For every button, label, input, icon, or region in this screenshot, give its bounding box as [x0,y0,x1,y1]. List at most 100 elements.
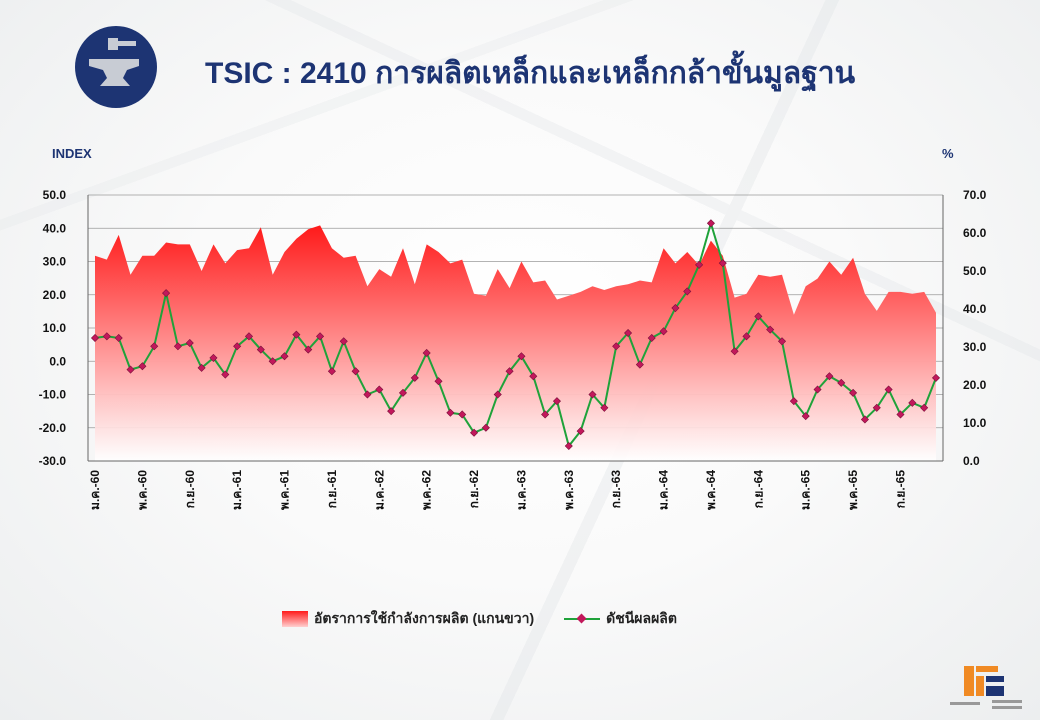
x-tick-label: ก.ย.-61 [325,470,339,509]
y-right-tick-label: 20.0 [963,378,987,392]
y-left-tick-label: 10.0 [43,321,67,335]
data-point-marker [398,388,407,397]
x-tick-label: ม.ค.-60 [88,470,102,510]
data-point-marker [339,337,348,346]
y-right-tick-label: 60.0 [963,226,987,240]
x-tick-label: ก.ย.-62 [467,470,481,509]
data-point-marker [647,333,656,342]
y-left-tick-label: -10.0 [39,388,67,402]
data-point-marker [327,367,336,376]
left-axis-unit: INDEX [52,146,92,161]
x-tick-label: พ.ค.-63 [562,470,576,510]
data-point-marker [173,342,182,351]
data-point-marker [138,362,147,371]
data-point-marker [849,388,858,397]
data-point-marker [695,260,704,269]
oie-logo-icon [948,664,1028,712]
x-tick-label: พ.ค.-61 [278,470,292,510]
data-point-marker [458,410,467,419]
data-point-marker [126,365,135,374]
data-point-marker [612,342,621,351]
data-point-marker [363,390,372,399]
data-point-marker [209,353,218,362]
data-point-marker [671,304,680,313]
x-tick-label: ก.ย.-65 [893,470,907,509]
data-point-marker [493,390,502,399]
data-point-marker [541,410,550,419]
production-index-line [94,219,937,449]
data-point-marker [920,403,929,412]
data-point-marker [588,390,597,399]
y-right-tick-label: 30.0 [963,340,987,354]
data-point-marker [718,259,727,268]
data-point-marker [422,348,431,357]
data-point-marker [150,342,159,351]
legend-area-swatch [282,611,308,627]
data-point-marker [529,372,538,381]
y-left-tick-label: 50.0 [43,188,67,202]
data-point-marker [635,360,644,369]
data-point-marker [114,333,123,342]
capacity-utilization-area [95,225,936,461]
x-tick-label: พ.ค.-62 [420,470,434,510]
data-point-marker [304,345,313,354]
data-point-marker [600,403,609,412]
y-left-tick-label: 40.0 [43,221,67,235]
y-right-tick-label: 0.0 [963,454,980,468]
data-point-marker [860,415,869,424]
data-point-marker [789,397,798,406]
legend-line-label: ดัชนีผลผลิต [606,610,677,626]
data-point-marker [375,385,384,394]
axes [87,195,944,462]
data-point-marker [446,408,455,417]
data-point-marker [564,442,573,451]
x-tick-label: ม.ค.-62 [372,470,386,510]
data-point-marker [268,357,277,366]
data-point-marker [434,377,443,386]
data-point-marker [683,287,692,296]
data-point-marker [517,352,526,361]
y-right-tick-label: 50.0 [963,264,987,278]
data-point-marker [221,370,230,379]
x-tick-label: พ.ค.-60 [135,470,149,510]
page-title: TSIC : 2410 การผลิตเหล็กและเหล็กกล้าขั้น… [205,57,856,90]
x-tick-label: ก.ย.-60 [183,470,197,509]
y-left-tick-label: 0.0 [49,354,66,368]
data-point-marker [730,347,739,356]
data-point-marker [706,219,715,228]
data-point-marker [244,332,254,341]
data-point-marker [351,367,360,376]
y-left-tick-label: 20.0 [43,288,67,302]
legend-line-swatch [564,613,601,625]
x-tick-label: พ.ค.-65 [846,470,860,510]
x-tick-label: ม.ค.-63 [514,470,528,510]
data-point-marker [884,385,893,394]
anvil-hammer-icon [75,26,157,108]
data-point-marker [837,378,846,387]
data-point-marker [387,407,396,416]
data-point-marker [576,427,585,436]
data-point-marker [552,397,561,406]
y-right-tick-label: 70.0 [963,188,987,202]
data-point-marker [908,398,917,407]
y-left-tick-label: -20.0 [39,421,67,435]
x-tick-label: ม.ค.-65 [799,470,813,510]
data-point-marker [659,327,668,336]
data-point-marker [233,342,242,351]
tick-labels: 50.0 40.0 30.0 20.0 10.0 0.0 -10.0 -20.0 -30.0 70… [39,188,987,510]
x-tick-label: พ.ค.-64 [704,470,718,510]
x-tick-label: ม.ค.-61 [230,470,244,510]
legend-area-label: อัตราการใช้กำลังการผลิต (แกนขวา) [314,610,535,626]
data-point-marker [102,332,111,341]
x-tick-label: ม.ค.-64 [657,470,671,510]
data-point-marker [825,372,834,381]
data-point-marker [185,338,194,347]
data-point-marker [90,333,100,342]
data-point-marker [754,312,763,321]
y-right-tick-label: 10.0 [963,416,987,430]
data-point-marker [872,403,881,412]
data-point-marker [292,330,301,339]
line-series [90,219,941,451]
data-point-marker [766,325,775,334]
data-point-marker [256,345,265,354]
